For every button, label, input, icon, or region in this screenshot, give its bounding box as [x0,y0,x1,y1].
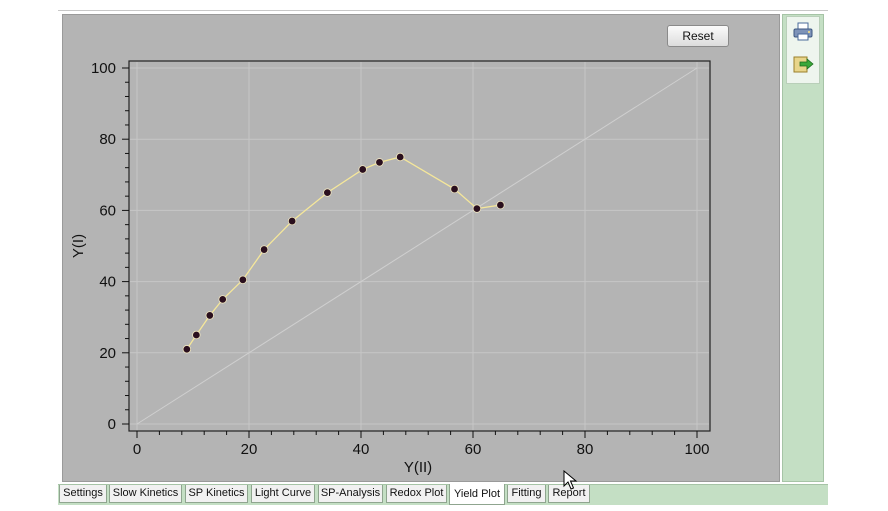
y-axis-label: Y(I) [70,234,87,258]
data-point [192,330,201,340]
x-tick-label: 20 [241,441,258,458]
x-tick-label: 100 [684,441,709,458]
y-tick-label: 60 [99,202,116,219]
data-point [205,311,214,320]
x-tick-label: 0 [133,441,141,458]
tab-slow-kinetics[interactable]: Slow Kinetics [109,485,182,503]
right-side-panel [782,14,824,482]
data-point [218,295,227,304]
data-point [323,188,332,197]
y-tick-label: 0 [108,416,116,433]
tab-yield-plot[interactable]: Yield Plot [449,484,505,505]
tab-settings[interactable]: Settings [59,485,107,503]
y-tick-label: 80 [99,131,116,148]
data-point [450,184,459,194]
x-tick-label: 60 [465,441,482,458]
mouse-cursor-icon [563,470,578,490]
data-point [375,158,384,167]
data-series [182,152,505,354]
tab-redox-plot[interactable]: Redox Plot [386,485,447,503]
grid-lines [130,62,709,430]
printer-icon [793,22,813,41]
reset-button[interactable]: Reset [667,25,729,47]
export-icon [793,56,814,73]
y-tick-label: 40 [99,274,116,291]
x-axis-label: Y(II) [404,459,432,476]
data-point [496,200,505,210]
data-point [287,216,297,226]
print-button[interactable] [791,20,815,44]
x-tick-label: 80 [577,441,594,458]
y-tick-label: 100 [91,60,116,77]
export-button[interactable] [791,52,815,76]
y-tick-label: 20 [99,345,116,362]
plot-area [128,60,711,432]
data-point [182,345,192,354]
data-point [238,275,248,285]
x-tick-label: 40 [353,441,370,458]
data-point [472,204,482,213]
axes: 0 20 40 60 80 100 0 20 40 60 80 100 [91,60,710,458]
data-point [358,165,367,174]
reference-diagonal [136,67,698,425]
data-point [396,152,405,162]
tab-fitting[interactable]: Fitting [507,485,546,503]
tab-report[interactable]: Report [548,485,590,503]
tab-sp-kinetics[interactable]: SP Kinetics [185,485,248,503]
tab-light-curve[interactable]: Light Curve [251,485,315,503]
data-point [259,245,269,254]
diagonal-line [136,67,698,425]
tab-sp-analysis[interactable]: SP-Analysis [318,485,383,503]
